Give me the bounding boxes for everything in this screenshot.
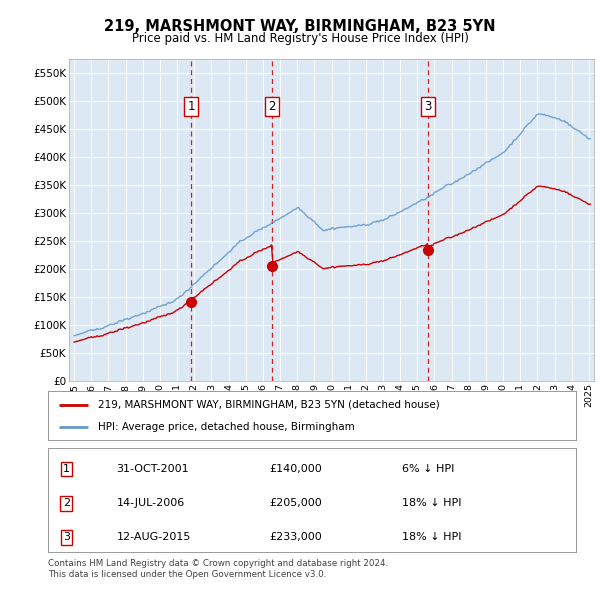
Text: £140,000: £140,000 [270, 464, 323, 474]
Text: £233,000: £233,000 [270, 532, 323, 542]
Text: 3: 3 [424, 100, 431, 113]
Text: 12-AUG-2015: 12-AUG-2015 [116, 532, 191, 542]
Text: Price paid vs. HM Land Registry's House Price Index (HPI): Price paid vs. HM Land Registry's House … [131, 32, 469, 45]
Text: 3: 3 [63, 532, 70, 542]
Text: 14-JUL-2006: 14-JUL-2006 [116, 498, 185, 508]
Text: £205,000: £205,000 [270, 498, 323, 508]
Text: 18% ↓ HPI: 18% ↓ HPI [402, 498, 461, 508]
Text: 1: 1 [188, 100, 195, 113]
Text: 18% ↓ HPI: 18% ↓ HPI [402, 532, 461, 542]
Text: 219, MARSHMONT WAY, BIRMINGHAM, B23 5YN (detached house): 219, MARSHMONT WAY, BIRMINGHAM, B23 5YN … [98, 399, 440, 409]
Text: 1: 1 [63, 464, 70, 474]
Text: Contains HM Land Registry data © Crown copyright and database right 2024.
This d: Contains HM Land Registry data © Crown c… [48, 559, 388, 579]
Text: 6% ↓ HPI: 6% ↓ HPI [402, 464, 454, 474]
Text: 2: 2 [268, 100, 276, 113]
Text: HPI: Average price, detached house, Birmingham: HPI: Average price, detached house, Birm… [98, 422, 355, 432]
Text: 219, MARSHMONT WAY, BIRMINGHAM, B23 5YN: 219, MARSHMONT WAY, BIRMINGHAM, B23 5YN [104, 19, 496, 34]
Text: 31-OCT-2001: 31-OCT-2001 [116, 464, 189, 474]
Text: 2: 2 [63, 498, 70, 508]
